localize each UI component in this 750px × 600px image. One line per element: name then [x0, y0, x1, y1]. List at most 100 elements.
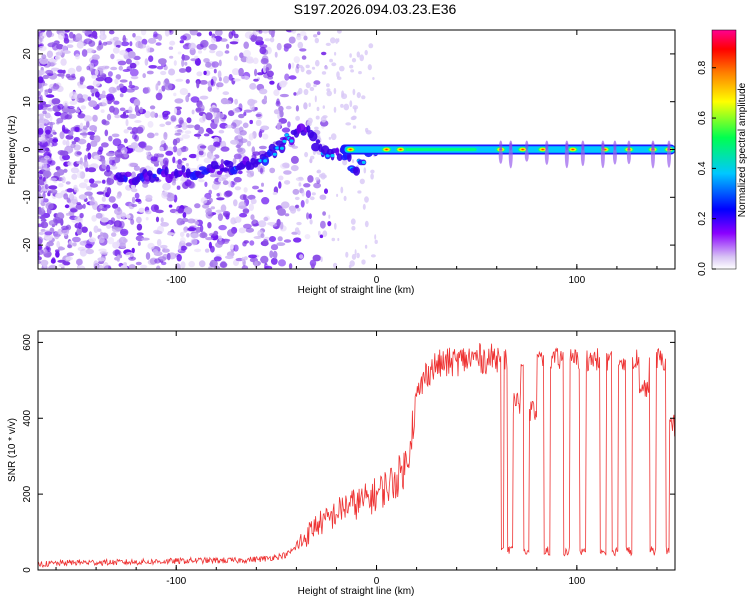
noise-speckle	[127, 126, 133, 131]
noise-speckle	[70, 167, 79, 174]
noise-speckle	[254, 107, 258, 111]
noise-speckle	[105, 41, 113, 45]
noise-speckle	[190, 238, 198, 246]
noise-speckle	[295, 204, 299, 209]
noise-speckle	[88, 194, 93, 200]
noise-speckle	[45, 202, 54, 210]
noise-speckle	[264, 38, 271, 42]
noise-speckle	[85, 30, 91, 35]
noise-speckle	[313, 80, 321, 85]
noise-speckle	[297, 230, 301, 236]
noise-speckle	[160, 222, 170, 227]
tone-hotspot	[567, 146, 579, 153]
noise-speckle	[165, 150, 174, 156]
noise-speckle	[245, 58, 255, 64]
noise-speckle	[155, 209, 164, 214]
noise-speckle	[38, 237, 43, 246]
noise-speckle	[165, 121, 172, 126]
noise-speckle	[252, 185, 259, 190]
noise-speckle	[120, 265, 128, 269]
noise-speckle	[248, 203, 254, 211]
noise-speckle	[131, 188, 138, 193]
noise-speckle	[224, 124, 233, 129]
noise-speckle	[290, 165, 299, 172]
noise-speckle	[364, 220, 369, 228]
ridge-core	[325, 154, 330, 158]
noise-speckle	[258, 130, 263, 138]
noise-speckle	[101, 99, 108, 107]
noise-speckle	[180, 146, 189, 152]
noise-speckle	[122, 34, 127, 43]
noise-speckle	[177, 51, 182, 55]
noise-speckle	[278, 175, 284, 181]
noise-speckle	[238, 72, 244, 77]
noise-speckle	[149, 105, 156, 110]
noise-speckle	[56, 169, 65, 176]
ridge-blob	[224, 160, 234, 168]
noise-speckle	[207, 85, 212, 92]
noise-speckle	[243, 109, 253, 113]
noise-speckle	[284, 180, 291, 185]
noise-speckle	[110, 53, 115, 60]
noise-speckle	[125, 58, 132, 65]
noise-speckle	[187, 181, 195, 189]
noise-speckle	[97, 156, 101, 161]
noise-speckle	[363, 167, 367, 174]
noise-speckle	[52, 216, 62, 224]
noise-speckle	[304, 234, 311, 240]
noise-speckle	[115, 221, 120, 227]
noise-speckle	[44, 89, 53, 93]
noise-speckle	[351, 159, 355, 164]
noise-speckle	[226, 43, 230, 49]
noise-speckle	[216, 82, 224, 88]
noise-speckle	[106, 113, 112, 121]
noise-speckle	[229, 41, 239, 45]
top-y-tick-label: -10	[22, 190, 33, 205]
noise-speckle	[356, 252, 360, 259]
noise-speckle	[309, 86, 315, 92]
noise-speckle	[322, 115, 328, 119]
noise-speckle	[141, 38, 148, 46]
noise-speckle	[185, 242, 192, 247]
noise-speckle	[319, 234, 324, 239]
noise-speckle	[213, 141, 221, 147]
noise-speckle	[38, 207, 45, 216]
noise-speckle	[52, 141, 58, 147]
noise-speckle	[104, 129, 109, 137]
noise-speckle	[206, 127, 212, 133]
noise-speckle	[199, 80, 208, 85]
noise-speckle	[374, 234, 377, 240]
noise-speckle	[116, 194, 121, 199]
noise-speckle	[296, 34, 302, 41]
noise-speckle	[114, 40, 122, 48]
noise-speckle	[57, 32, 65, 40]
noise-speckle	[159, 146, 165, 152]
noise-speckle	[293, 237, 302, 243]
noise-speckle	[72, 242, 77, 247]
noise-speckle	[330, 133, 337, 141]
noise-speckle	[174, 125, 179, 129]
noise-speckle	[254, 260, 258, 268]
noise-speckle	[361, 95, 366, 100]
noise-speckle	[249, 170, 255, 177]
noise-speckle	[248, 133, 254, 141]
noise-speckle	[112, 203, 119, 209]
noise-speckle	[83, 160, 89, 169]
noise-speckle	[38, 76, 44, 84]
noise-speckle	[51, 42, 59, 51]
noise-speckle	[306, 120, 312, 127]
noise-speckle	[72, 236, 81, 243]
noise-speckle	[134, 120, 142, 123]
noise-speckle	[96, 264, 105, 269]
tone-hotspot	[395, 146, 407, 153]
noise-speckle	[250, 214, 255, 221]
noise-speckle	[190, 233, 200, 239]
noise-speckle	[233, 244, 239, 252]
noise-speckle	[42, 263, 47, 267]
noise-speckle	[162, 113, 169, 120]
noise-speckle	[216, 197, 225, 201]
noise-speckle	[77, 93, 83, 101]
noise-speckle	[162, 247, 166, 253]
noise-speckle	[316, 151, 322, 155]
